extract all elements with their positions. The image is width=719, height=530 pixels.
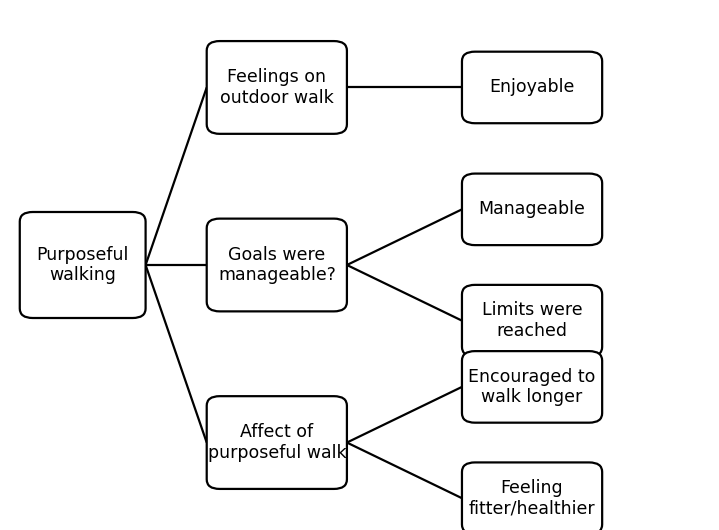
FancyBboxPatch shape xyxy=(462,52,602,123)
Text: Manageable: Manageable xyxy=(479,200,585,218)
FancyBboxPatch shape xyxy=(462,285,602,356)
FancyBboxPatch shape xyxy=(462,351,602,423)
Text: Goals were
manageable?: Goals were manageable? xyxy=(218,245,336,285)
FancyBboxPatch shape xyxy=(207,396,347,489)
Text: Enjoyable: Enjoyable xyxy=(490,78,574,96)
Text: Feelings on
outdoor walk: Feelings on outdoor walk xyxy=(220,68,334,107)
FancyBboxPatch shape xyxy=(462,174,602,245)
Text: Affect of
purposeful walk: Affect of purposeful walk xyxy=(208,423,346,462)
FancyBboxPatch shape xyxy=(207,219,347,312)
FancyBboxPatch shape xyxy=(20,212,145,318)
Text: Limits were
reached: Limits were reached xyxy=(482,301,582,340)
FancyBboxPatch shape xyxy=(462,462,602,530)
Text: Encouraged to
walk longer: Encouraged to walk longer xyxy=(468,367,596,407)
FancyBboxPatch shape xyxy=(207,41,347,134)
Text: Feeling
fitter/healthier: Feeling fitter/healthier xyxy=(469,479,595,518)
Text: Purposeful
walking: Purposeful walking xyxy=(37,245,129,285)
